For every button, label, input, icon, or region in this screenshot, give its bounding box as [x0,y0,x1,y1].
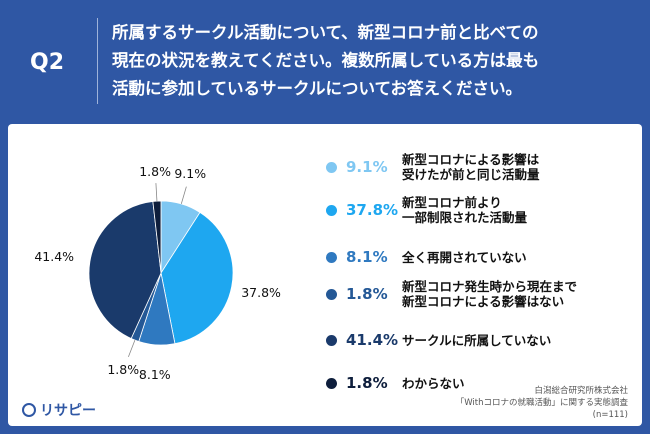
legend-percent: 37.8% [346,201,399,219]
legend-label-line: 新型コロナ発生時から現在まで [402,279,578,294]
divider [97,18,98,104]
legend-item: 41.4% サークルに所属していない [324,323,551,357]
source-survey: 「Withコロナの就職活動」に関する実態調査 [455,398,628,408]
legend-label: 新型コロナ発生時から現在まで 新型コロナによる影響はない [402,279,577,309]
legend-label-line: 新型コロナによる影響は [402,152,540,167]
leader-line [128,339,136,358]
pie-slice [160,211,234,345]
header: Q2 所属するサークル活動について、新型コロナ前と比べての 現在の状況を教えてく… [0,0,650,118]
legend-item: 8.1% 全く再開されていない [324,240,527,274]
legend-label: サークルに所属していない [402,333,551,348]
legend-percent: 1.8% [346,374,388,392]
legend-label-line: わからない [402,375,465,391]
source-org: 白潟総合研究所株式会社 [534,386,628,396]
legend-item: 1.8% 新型コロナ発生時から現在まで 新型コロナによる影響はない [324,277,577,311]
legend-percent: 1.8% [346,285,388,303]
pie-value-label: 9.1% [174,165,207,181]
pie-slice [88,201,162,340]
legend-swatch [326,288,337,300]
legend-label-line: 新型コロナ前より [402,195,502,210]
legend-label: 全く再開されていない [402,250,527,265]
legend-label-line: 一部制限された活動量 [402,210,528,225]
legend-item: 37.8% 新型コロナ前より 一部制限された活動量 [324,193,527,227]
legend-label: 新型コロナ前より 一部制限された活動量 [402,195,527,225]
legend-label-line: 受けたが前と同じ活動量 [402,167,540,182]
pie-value-label: 37.8% [241,284,281,300]
legend-label: わからない [402,376,465,391]
chart-card: 9.1% 37.8% 8.1% 1.8% 41.4% 1.8% 9.1% 新型コロナによる影… [8,124,642,426]
legend-item: 1.8% わからない [324,366,465,400]
legend-swatch [326,251,337,263]
brand-logo: リサピー [22,400,96,420]
leader-line [155,183,158,202]
pie-value-label: 8.1% [138,367,171,383]
pie-value-label: 41.4% [34,248,75,264]
search-icon [22,403,36,417]
legend-item: 9.1% 新型コロナによる影響は 受けたが前と同じ活動量 [324,150,540,184]
leader-line [180,186,187,205]
question-line: 活動に参加しているサークルについてお答えください。 [112,79,523,98]
question-line: 現在の状況を教えてください。複数所属している方は最も [112,51,540,70]
legend-swatch [326,161,337,173]
legend-swatch [326,334,337,346]
logo-text: リサピー [40,403,96,419]
legend-swatch [326,204,337,216]
pie-value-label: 1.8% [139,163,171,179]
legend-label-line: サークルに所属していない [402,332,552,348]
question-line: 所属するサークル活動について、新型コロナ前と比べての [112,23,539,42]
legend-percent: 8.1% [346,248,388,266]
pie-chart [88,183,234,358]
question-number: Q2 [30,50,65,75]
legend-swatch [326,377,337,389]
legend-label: 新型コロナによる影響は 受けたが前と同じ活動量 [402,152,540,182]
sample-size: (n=111) [592,410,628,420]
legend-label-line: 新型コロナによる影響はない [402,294,565,309]
pie-value-label: 1.8% [107,362,140,378]
legend-percent: 41.4% [346,331,399,349]
legend-label-line: 全く再開されていない [402,249,527,265]
legend-percent: 9.1% [346,158,388,176]
source-note: 白潟総合研究所株式会社 「Withコロナの就職活動」に関する実態調査 (n=11… [456,385,628,421]
question-text: 所属するサークル活動について、新型コロナ前と比べての 現在の状況を教えてください… [112,19,632,103]
